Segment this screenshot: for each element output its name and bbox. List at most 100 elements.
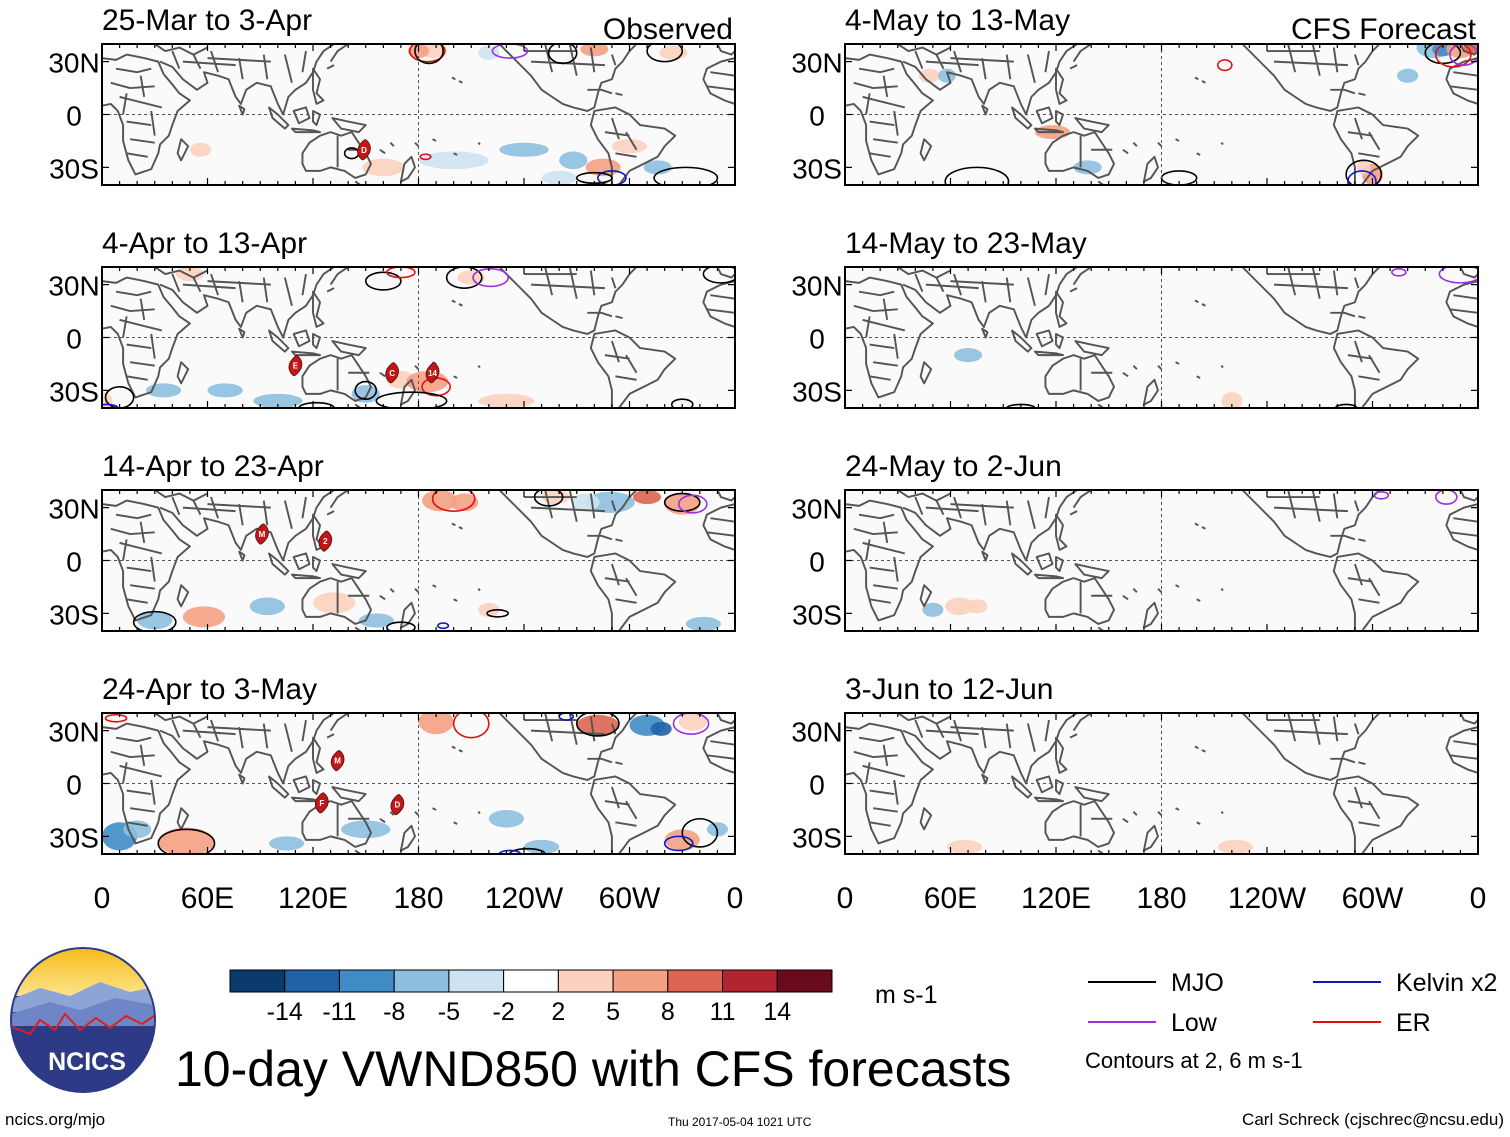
panel-observed-1: E C 14 30N 0 30S 4-Apr to 13-Apr [48,227,736,409]
contour-line [431,490,476,512]
x-tick-label: 180 [1136,882,1186,915]
colorbar-tick-label: -14 [267,998,303,1026]
x-tick-label: 120W [485,882,564,915]
colorbar-swatch [612,969,669,993]
y-tick-label: 0 [809,101,825,132]
storm-label: C [389,369,395,378]
anomaly-shading [341,820,391,839]
x-tick-label: 0 [837,882,854,915]
contour-line [653,166,719,185]
panel-date-label: 24-Apr to 3-May [102,673,317,706]
contour-line [702,267,735,284]
panel-observed-3: M F D 30N 0 30S 24-Apr to 3-May [48,673,736,855]
storm-label: E [293,362,299,371]
storm-label: F [319,799,324,808]
panel-date-label: 14-Apr to 23-Apr [102,450,324,483]
storm-label: M [259,530,266,539]
y-tick-label: 30N [791,271,842,302]
x-tick-label: 120W [1228,882,1307,915]
colorbar-swatch [229,969,286,993]
anomaly-shading [145,383,182,398]
anomaly-shading [1221,392,1243,408]
panel-date-label: 3-Jun to 12-Jun [845,673,1053,706]
contour-line [445,267,483,289]
panel-forecast-0: 30N 0 30S 4-May to 13-May CFS Forecast [791,4,1479,186]
storm-marker: M [255,523,269,545]
colorbar-tick-label: -5 [438,998,460,1026]
contour-line [575,713,620,737]
contour-line [375,391,448,408]
colorbar-swatch [722,969,778,993]
anomaly-shading [946,839,983,854]
colorbar-tick-label: -2 [493,998,515,1026]
colorbar-swatch [503,969,559,993]
x-tick-label: 60E [181,882,234,915]
anomaly-shading [189,142,212,157]
anomaly-shading [524,839,560,854]
anomaly-shading [418,713,454,735]
map-background [845,267,1478,408]
contour-line [944,166,1010,185]
colorbar-tick-label: 11 [710,998,736,1026]
x-tick-label: 0 [1470,882,1487,915]
anomaly-shading [1397,68,1419,83]
colorbar-tick-label: 5 [606,998,620,1026]
contour-line [547,44,578,65]
storm-label: M [334,757,341,766]
x-tick-label: 60W [599,882,661,915]
colorbar-swatch [338,969,395,993]
x-tick-label: 60W [1342,882,1404,915]
contour-line [452,713,490,739]
anomaly-shading [478,602,500,617]
contour-line [437,622,450,630]
x-tick-label: 0 [94,882,111,915]
anomaly-shading [313,592,356,614]
x-tick-label: 180 [393,882,443,915]
anomaly-shading [158,827,215,854]
storm-marker: C [385,362,399,384]
storm-label: 14 [428,369,437,378]
anomaly-shading [945,597,974,616]
contour-line [491,44,529,59]
anomaly-shading [1073,160,1102,175]
contour-line [1449,44,1478,66]
panel-date-label: 4-Apr to 13-Apr [102,227,307,260]
contour-line [1424,44,1462,65]
legend-label: Low [1171,1009,1218,1037]
contour-line [1438,267,1478,284]
anomaly-shading [478,393,535,408]
anomaly-shading [922,602,944,617]
anomaly-shading [207,383,243,398]
contour-line [102,403,119,408]
logo-text: NCICS [48,1048,126,1076]
anomaly-shading [450,493,479,512]
storm-label: 2 [323,537,328,546]
contour-line [533,490,564,507]
x-tick-label: 120E [1021,882,1091,915]
colorbar-swatch [557,969,614,993]
anomaly-shading [659,45,688,60]
contour-line [1345,159,1383,185]
colorbar-swatch [776,969,833,993]
panel-forecast-3: 30N 0 30S 3-Jun to 12-Jun [791,673,1479,855]
y-tick-label: 30S [792,153,842,184]
ncics-logo: NCICS [10,947,156,1093]
panel-forecast-1: 30N 0 30S 14-May to 23-May [791,227,1479,409]
anomaly-shading [1217,839,1253,854]
y-tick-label: 0 [66,324,82,355]
anomaly-shading [269,836,305,851]
y-tick-label: 0 [66,101,82,132]
colorbar-swatch [393,969,450,993]
panel-date-label: 24-May to 2-Jun [845,450,1062,483]
colorbar-tick-label: 14 [763,998,791,1026]
storm-marker: D [357,139,371,161]
footer-url[interactable]: ncics.org/mjo [5,1110,106,1129]
colorbar-tick-label: 2 [551,998,565,1026]
contour-line [157,828,216,854]
storm-label: D [395,801,401,810]
anomaly-shading [351,385,380,403]
anomaly-shading [650,721,672,736]
contour-line [1435,490,1458,505]
panel-date-label: 25-Mar to 3-Apr [102,4,312,37]
